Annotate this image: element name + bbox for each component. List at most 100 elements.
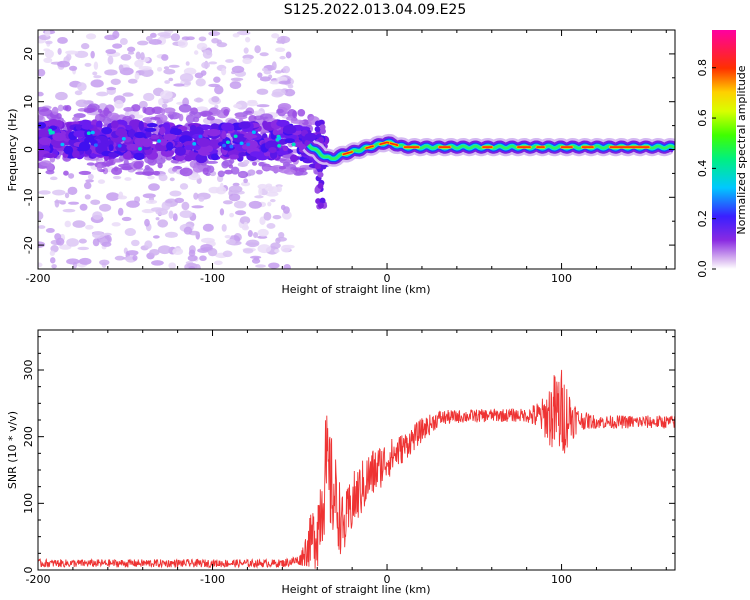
heatmap-cell xyxy=(314,120,321,127)
heatmap-cell xyxy=(123,106,134,112)
heatmap-speckle xyxy=(258,187,263,196)
heatmap-cell xyxy=(180,131,191,137)
heatmap-speckle xyxy=(80,43,90,50)
heatmap-speckle xyxy=(259,76,271,82)
heatmap-speckle xyxy=(112,43,123,49)
heatmap-speckle xyxy=(173,83,185,87)
heatmap-y-axis-label: Frequency (Hz) xyxy=(6,109,19,192)
heatmap-cell xyxy=(201,145,214,153)
heatmap-speckle xyxy=(107,55,114,65)
heatmap-speckle xyxy=(143,208,151,213)
heatmap-speckle xyxy=(83,181,92,190)
y-tick-label: 200 xyxy=(22,426,35,447)
heatmap-cell xyxy=(248,114,257,123)
heatmap-cell xyxy=(163,107,176,114)
heatmap-speckle xyxy=(78,238,87,244)
x-tick-label: -100 xyxy=(200,573,225,586)
heatmap-cell xyxy=(168,111,173,115)
heatmap-speckle xyxy=(199,255,207,262)
heatmap-speckle xyxy=(55,91,68,101)
heatmap-cell xyxy=(178,103,192,113)
y-tick-label: 0 xyxy=(22,567,35,574)
heatmap-cell xyxy=(38,128,49,138)
heatmap-speckle xyxy=(195,78,206,87)
heatmap-cell xyxy=(63,170,69,176)
heatmap-speckle xyxy=(157,245,172,255)
chart-title: S125.2022.013.04.09.E25 xyxy=(283,2,467,18)
heatmap-speckle xyxy=(79,203,88,211)
heatmap-cell xyxy=(159,126,166,136)
heatmap-hotspot xyxy=(233,134,238,139)
heatmap-cell xyxy=(196,137,211,147)
heatmap-speckle xyxy=(57,47,62,55)
heatmap-speckle xyxy=(224,234,232,239)
heatmap-speckle xyxy=(157,67,163,72)
heatmap-cell xyxy=(189,124,197,131)
heatmap-hotspot xyxy=(137,147,142,151)
heatmap-speckle xyxy=(274,70,283,74)
heatmap-speckle xyxy=(74,90,83,96)
heatmap-speckle xyxy=(75,99,89,108)
heatmap-cell xyxy=(133,152,145,161)
heatmap-speckle xyxy=(130,239,140,247)
heatmap-speckle xyxy=(200,243,213,251)
heatmap-speckle xyxy=(169,177,175,182)
heatmap-cell xyxy=(107,112,120,120)
heatmap-speckle xyxy=(85,224,94,230)
colorbar-tick-label: 0.0 xyxy=(696,260,709,278)
heatmap-speckle xyxy=(93,61,99,70)
heatmap-speckle xyxy=(188,266,196,269)
heatmap-speckle xyxy=(38,241,46,248)
heatmap-speckle xyxy=(85,179,94,183)
heatmap-speckle xyxy=(92,71,98,76)
heatmap-speckle xyxy=(170,33,181,42)
heatmap-speckle xyxy=(252,232,259,238)
heatmap-cell xyxy=(314,126,321,133)
heatmap-speckle xyxy=(269,199,276,203)
x-tick-label: 100 xyxy=(551,573,572,586)
heatmap-cell xyxy=(145,130,152,138)
heatmap-speckle xyxy=(161,103,168,109)
heatmap-cell xyxy=(206,128,221,137)
heatmap-speckle xyxy=(164,231,178,238)
heatmap-cell xyxy=(115,143,129,152)
heatmap-hotspot xyxy=(246,142,251,147)
heatmap-speckle xyxy=(183,67,197,75)
heatmap-cell xyxy=(278,165,287,170)
colorbar-tick-label: 0.4 xyxy=(696,160,709,178)
heatmap-speckle xyxy=(163,66,170,70)
heatmap-speckle xyxy=(106,192,120,201)
heatmap-speckle xyxy=(254,45,261,54)
heatmap-cell xyxy=(284,138,295,144)
heatmap-speckle xyxy=(246,101,259,107)
heatmap-hotspot xyxy=(90,130,95,135)
heatmap-speckle xyxy=(168,210,174,219)
heatmap-speckle xyxy=(208,61,218,65)
heatmap-speckle xyxy=(161,54,169,61)
heatmap-speckle xyxy=(120,53,132,61)
heatmap-hotspot xyxy=(60,142,65,147)
heatmap-speckle xyxy=(164,80,170,84)
heatmap-speckle xyxy=(168,262,177,269)
heatmap-hotspot xyxy=(117,143,122,148)
heatmap-speckle xyxy=(202,49,213,59)
heatmap-speckle xyxy=(259,216,266,225)
heatmap-cell xyxy=(221,130,227,139)
heatmap-speckle xyxy=(225,239,236,245)
heatmap-cell xyxy=(40,160,52,167)
heatmap-cell xyxy=(149,134,160,140)
heatmap-speckle xyxy=(165,200,173,204)
heatmap-speckle xyxy=(143,92,155,102)
heatmap-speckle xyxy=(275,237,281,244)
heatmap-cell xyxy=(101,127,113,135)
heatmap-speckle xyxy=(181,201,190,211)
heatmap-speckle xyxy=(243,178,248,184)
heatmap-cell xyxy=(250,151,263,157)
heatmap-speckle xyxy=(274,249,280,253)
heatmap-speckle xyxy=(229,212,235,218)
heatmap-cell xyxy=(135,171,146,175)
heatmap-speckle xyxy=(144,218,150,227)
heatmap-speckle xyxy=(186,36,195,41)
heatmap-cell xyxy=(138,120,144,131)
